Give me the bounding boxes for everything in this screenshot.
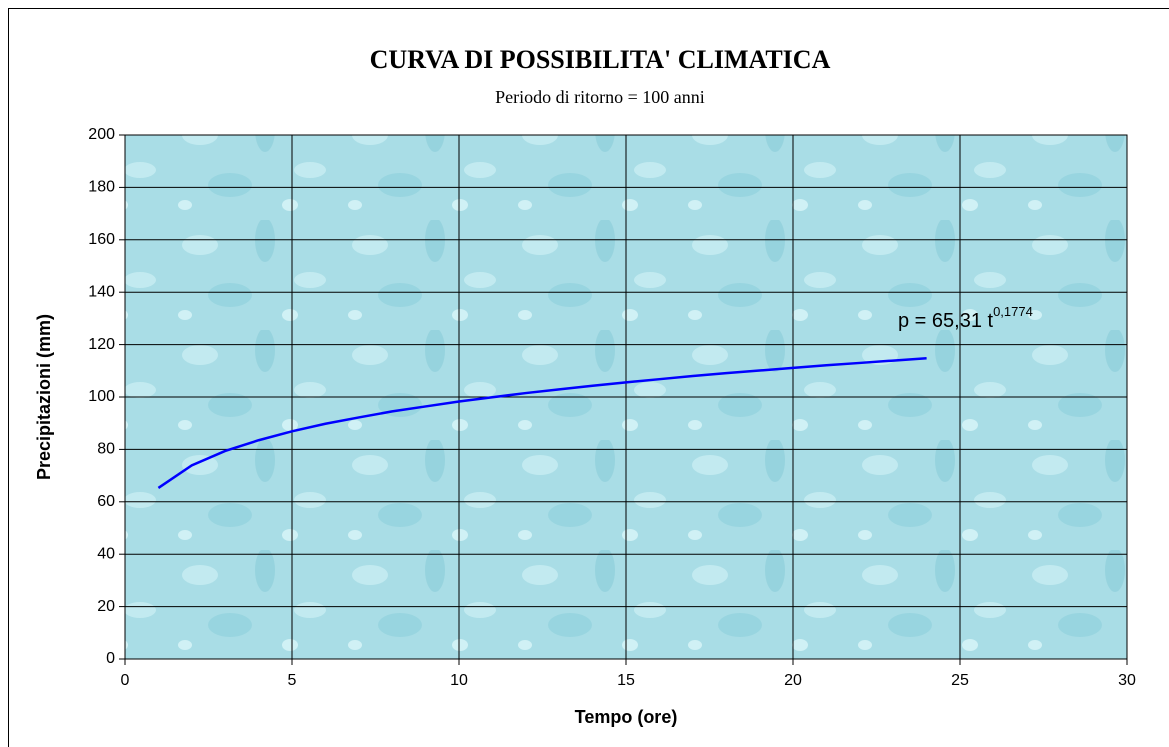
y-tick-label: 0 xyxy=(106,650,115,667)
y-tick-label: 140 xyxy=(88,283,115,300)
curve xyxy=(157,356,927,489)
y-tick-label: 100 xyxy=(88,388,115,405)
y-tick-label: 40 xyxy=(97,545,115,562)
y-tick-label: 180 xyxy=(88,179,115,196)
x-tick-label: 30 xyxy=(1118,672,1136,689)
x-tick-label: 20 xyxy=(784,672,802,689)
frame xyxy=(8,8,1169,747)
x-tick-label: 0 xyxy=(121,672,130,689)
chart-title: CURVA DI POSSIBILITA' CLIMATICA xyxy=(370,45,831,74)
annotation-exponent: 0,1774 xyxy=(993,304,1033,319)
y-tick-label: 160 xyxy=(88,231,115,248)
y-tick-label: 20 xyxy=(97,598,115,615)
chart-subtitle: Periodo di ritorno = 100 anni xyxy=(495,87,705,107)
x-tick-label: 25 xyxy=(951,672,969,689)
plot-border xyxy=(124,134,1128,660)
annotation: p = 65,31 t0,1774 xyxy=(898,304,1033,332)
y-axis-label: Precipitazioni (mm) xyxy=(34,314,54,480)
x-tick-label: 5 xyxy=(288,672,297,689)
x-tick-label: 10 xyxy=(450,672,468,689)
x-tick-label: 15 xyxy=(617,672,635,689)
annotation-text: p = 65,31 t xyxy=(898,310,994,332)
x-axis-label: Tempo (ore) xyxy=(575,707,678,727)
y-tick-label: 120 xyxy=(88,336,115,353)
y-tick-label: 60 xyxy=(97,493,115,510)
y-tick-label: 200 xyxy=(88,126,115,143)
y-tick-label: 80 xyxy=(97,441,115,458)
